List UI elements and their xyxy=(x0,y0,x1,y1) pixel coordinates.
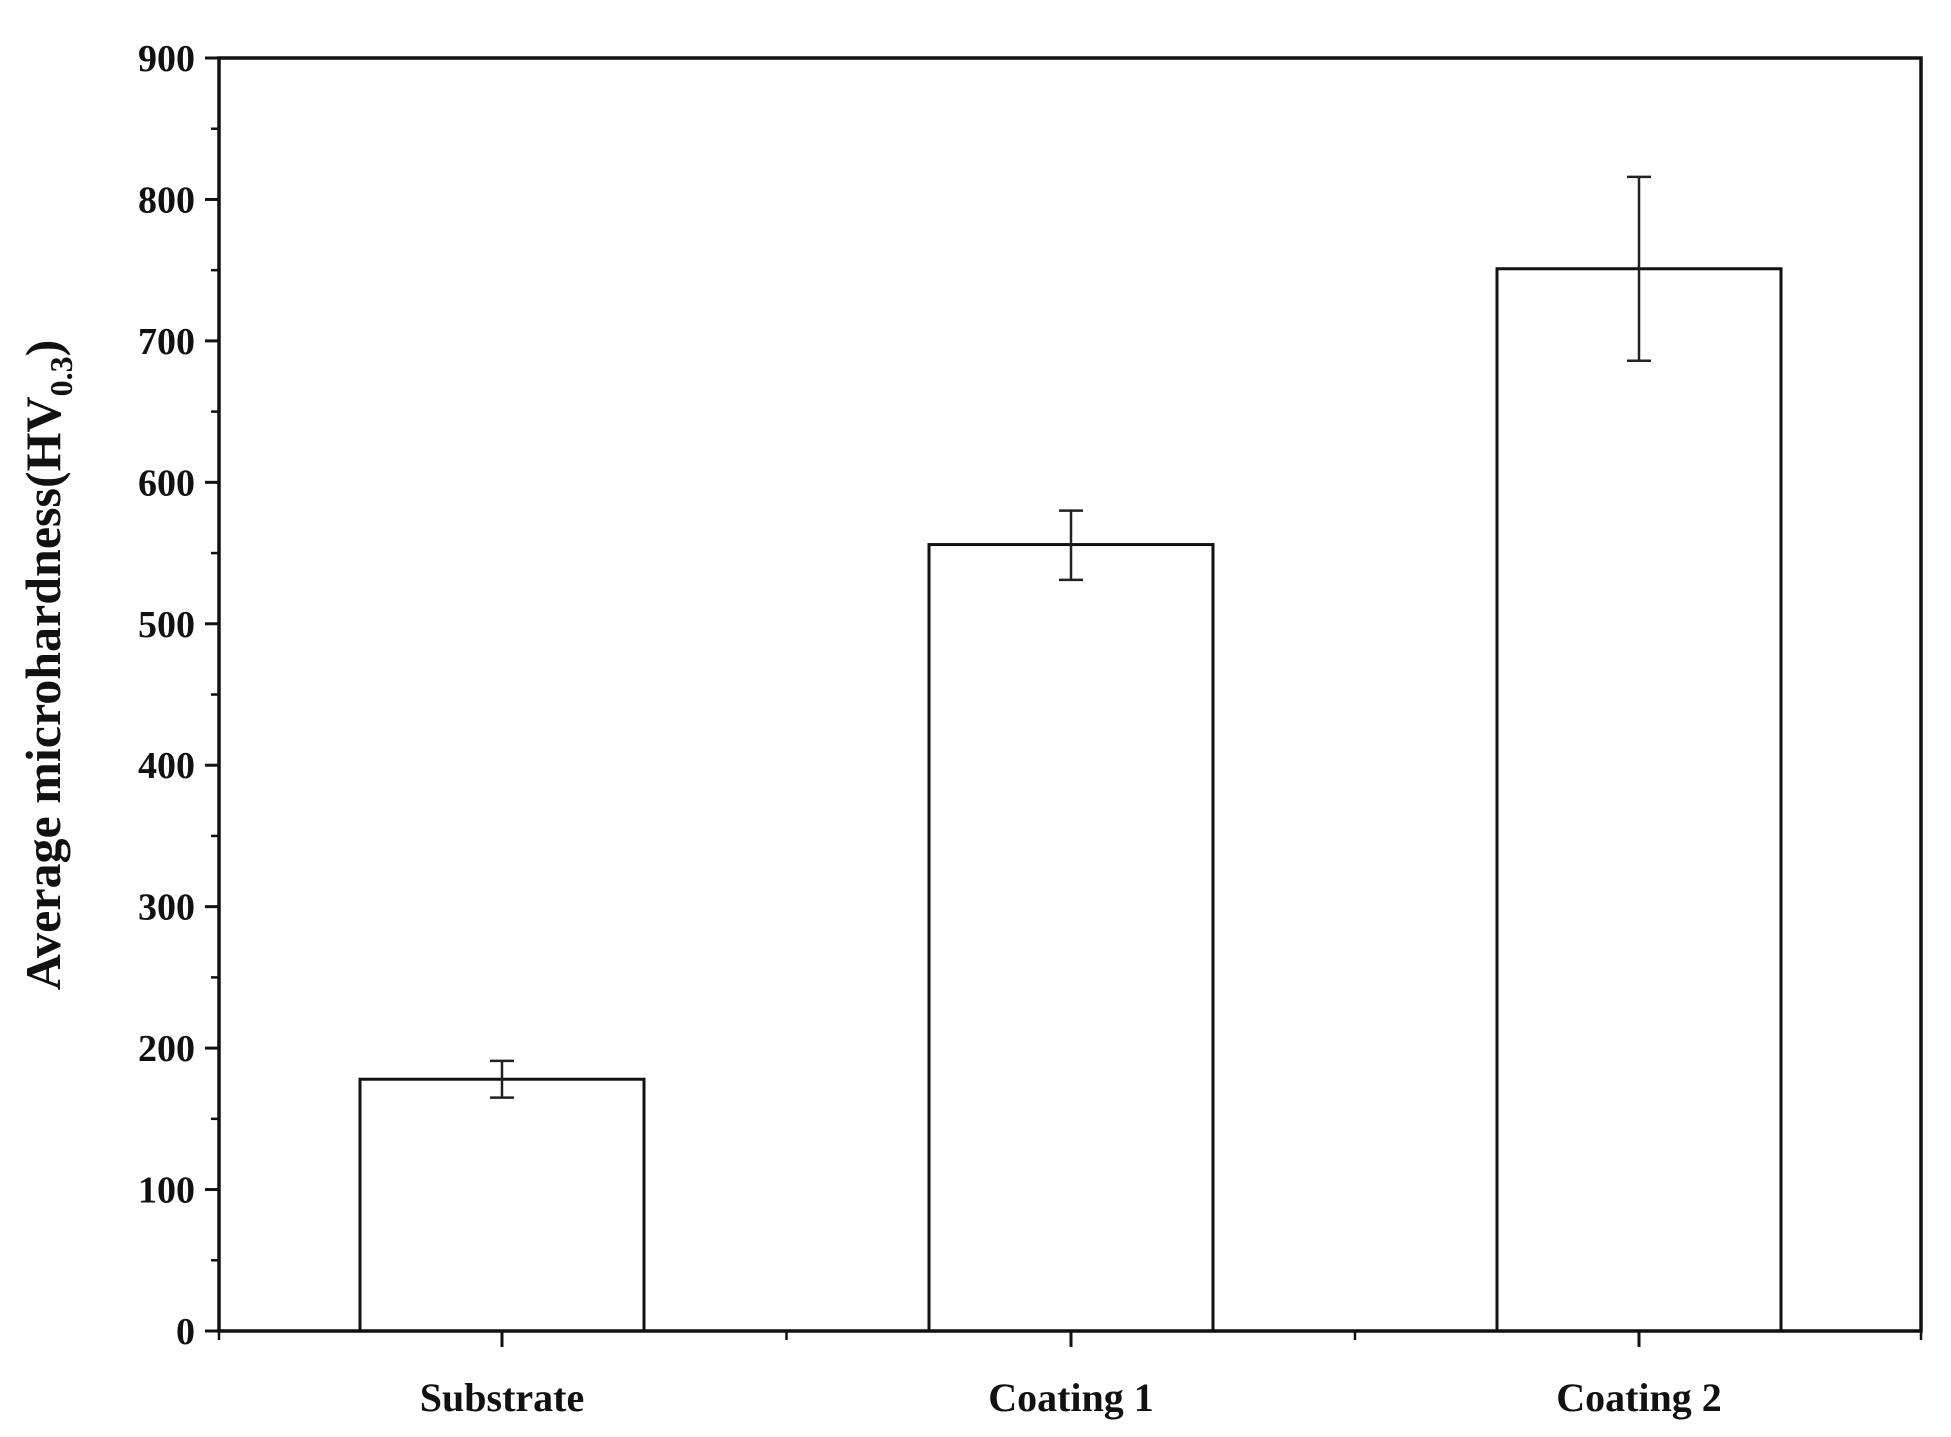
x-category-label: Coating 2 xyxy=(1556,1375,1722,1420)
y-tick-label: 600 xyxy=(138,462,195,504)
labels-layer: 0 100 200 300 400 500 600 700 800 900 Substrate Coa… xyxy=(138,38,1722,1420)
x-category-label: Substrate xyxy=(420,1375,584,1420)
y-tick-label: 100 xyxy=(138,1170,195,1212)
y-tick-label: 300 xyxy=(138,887,195,929)
bar-substrate xyxy=(358,1077,646,1333)
bar-coating-2 xyxy=(1495,267,1783,1333)
bar-coating-1 xyxy=(927,543,1215,1333)
y-tick-label: 200 xyxy=(138,1028,195,1070)
axes-layer xyxy=(205,56,1923,1347)
y-axis-title: Average microhardness(HV0.3) xyxy=(15,340,79,991)
y-axis-title-close: ) xyxy=(15,340,71,357)
y-tick-label: 0 xyxy=(176,1311,195,1353)
y-tick-label: 500 xyxy=(138,604,195,646)
y-tick-label: 900 xyxy=(138,38,195,80)
bars-layer xyxy=(358,267,1783,1333)
y-axis-title-subscript: 0.3 xyxy=(43,356,79,396)
x-category-label: Coating 1 xyxy=(988,1375,1154,1420)
y-tick-label: 400 xyxy=(138,745,195,787)
error-bars-layer xyxy=(490,175,1651,1099)
y-axis-title-main: Average microhardness(HV xyxy=(15,396,71,990)
y-tick-label: 700 xyxy=(138,321,195,363)
y-tick-label: 800 xyxy=(138,179,195,221)
